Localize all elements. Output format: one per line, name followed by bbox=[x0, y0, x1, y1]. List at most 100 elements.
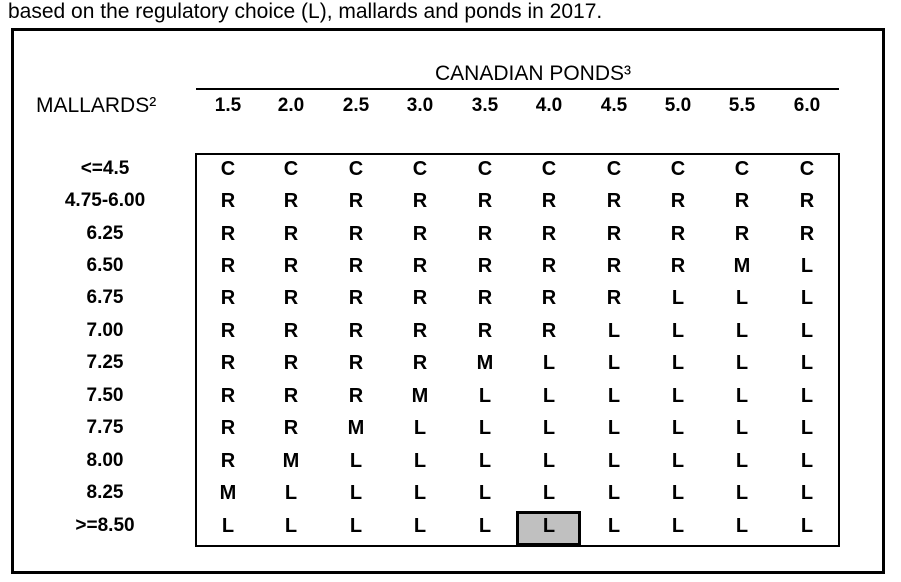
regulation-cell: R bbox=[220, 223, 236, 245]
mallard-row-label: 7.25 bbox=[86, 352, 124, 373]
regulation-cell: R bbox=[606, 287, 622, 309]
regulation-cell: L bbox=[800, 255, 814, 277]
table-frame bbox=[11, 28, 885, 574]
regulation-cell: R bbox=[412, 255, 428, 277]
regulation-grid-box bbox=[195, 153, 840, 547]
regulation-cell: L bbox=[284, 482, 298, 504]
regulation-cell: L bbox=[671, 320, 685, 342]
regulation-cell: L bbox=[735, 417, 749, 439]
regulation-cell: R bbox=[670, 223, 686, 245]
regulation-cell: R bbox=[541, 223, 557, 245]
regulation-cell: R bbox=[283, 255, 299, 277]
regulation-cell: L bbox=[735, 482, 749, 504]
regulation-cell: L bbox=[671, 385, 685, 407]
regulation-cell: R bbox=[348, 320, 364, 342]
regulation-cell: R bbox=[348, 352, 364, 374]
regulation-cell: L bbox=[671, 417, 685, 439]
regulation-cell: L bbox=[671, 482, 685, 504]
regulation-cell: L bbox=[478, 385, 492, 407]
regulation-cell: L bbox=[542, 450, 556, 472]
regulation-cell: L bbox=[413, 482, 427, 504]
regulation-cell: R bbox=[283, 352, 299, 374]
regulation-cell: L bbox=[221, 515, 235, 537]
row-title: MALLARDS² bbox=[36, 94, 157, 117]
pond-header: 6.0 bbox=[793, 95, 821, 116]
regulation-cell: L bbox=[735, 287, 749, 309]
pond-header: 3.5 bbox=[471, 95, 499, 116]
regulation-cell: R bbox=[477, 255, 493, 277]
mallard-row-label: 8.00 bbox=[86, 450, 124, 471]
regulation-cell: L bbox=[800, 450, 814, 472]
regulation-cell: L bbox=[671, 515, 685, 537]
regulation-cell: L bbox=[800, 515, 814, 537]
regulation-cell: L bbox=[671, 352, 685, 374]
regulation-cell: L bbox=[478, 417, 492, 439]
regulation-cell: R bbox=[283, 385, 299, 407]
regulation-cell: M bbox=[476, 352, 494, 374]
regulation-cell: R bbox=[220, 320, 236, 342]
highlighted-cell-box bbox=[516, 511, 581, 546]
regulation-cell: R bbox=[477, 223, 493, 245]
regulation-cell: R bbox=[541, 320, 557, 342]
regulation-cell: R bbox=[412, 352, 428, 374]
regulation-cell: M bbox=[282, 450, 300, 472]
mallard-row-label: >=8.50 bbox=[75, 515, 135, 536]
mallard-row-label: 6.50 bbox=[86, 255, 124, 276]
regulation-cell: R bbox=[348, 385, 364, 407]
regulation-cell: M bbox=[733, 255, 751, 277]
regulation-cell: R bbox=[734, 190, 750, 212]
regulation-cell: L bbox=[607, 515, 621, 537]
regulation-cell: R bbox=[220, 417, 236, 439]
regulation-cell: L bbox=[542, 417, 556, 439]
mallard-row-label: 7.75 bbox=[86, 417, 124, 438]
pond-header: 3.0 bbox=[406, 95, 434, 116]
regulation-cell: L bbox=[800, 417, 814, 439]
regulation-cell: L bbox=[478, 450, 492, 472]
regulation-cell: L bbox=[800, 352, 814, 374]
regulation-cell: L bbox=[607, 450, 621, 472]
regulation-cell: C bbox=[412, 158, 428, 180]
regulation-cell: C bbox=[541, 158, 557, 180]
regulation-cell: R bbox=[477, 320, 493, 342]
mallard-row-label: 7.00 bbox=[86, 320, 124, 341]
pond-header: 4.0 bbox=[535, 95, 563, 116]
regulation-cell: R bbox=[734, 223, 750, 245]
column-title-rule bbox=[196, 88, 839, 90]
regulation-cell: L bbox=[671, 287, 685, 309]
regulation-cell: L bbox=[542, 482, 556, 504]
regulation-cell: L bbox=[800, 320, 814, 342]
mallard-row-label: 6.75 bbox=[86, 287, 124, 308]
regulation-cell: C bbox=[477, 158, 493, 180]
regulation-cell: L bbox=[735, 320, 749, 342]
regulation-cell: R bbox=[348, 287, 364, 309]
regulation-cell: R bbox=[412, 287, 428, 309]
regulation-cell: R bbox=[606, 190, 622, 212]
regulation-cell: L bbox=[542, 385, 556, 407]
regulation-cell: R bbox=[283, 320, 299, 342]
regulation-cell: L bbox=[607, 320, 621, 342]
regulation-cell: L bbox=[735, 450, 749, 472]
regulation-cell: R bbox=[541, 255, 557, 277]
regulation-cell: C bbox=[606, 158, 622, 180]
regulation-cell: R bbox=[799, 190, 815, 212]
regulation-cell: L bbox=[735, 515, 749, 537]
regulation-cell: M bbox=[411, 385, 429, 407]
regulation-cell: C bbox=[734, 158, 750, 180]
regulation-cell: R bbox=[670, 190, 686, 212]
pond-header: 2.5 bbox=[342, 95, 370, 116]
regulation-cell: L bbox=[284, 515, 298, 537]
regulation-cell: L bbox=[800, 482, 814, 504]
regulation-cell: R bbox=[283, 287, 299, 309]
regulation-cell: R bbox=[220, 450, 236, 472]
regulation-cell: L bbox=[800, 385, 814, 407]
regulation-cell: L bbox=[478, 482, 492, 504]
regulation-cell: R bbox=[606, 255, 622, 277]
regulation-cell: R bbox=[283, 417, 299, 439]
regulation-cell: L bbox=[671, 450, 685, 472]
regulation-cell: L bbox=[607, 352, 621, 374]
regulation-cell: C bbox=[283, 158, 299, 180]
regulation-cell: R bbox=[283, 190, 299, 212]
regulation-cell: R bbox=[348, 223, 364, 245]
regulation-cell: M bbox=[347, 417, 365, 439]
regulation-cell: R bbox=[670, 255, 686, 277]
